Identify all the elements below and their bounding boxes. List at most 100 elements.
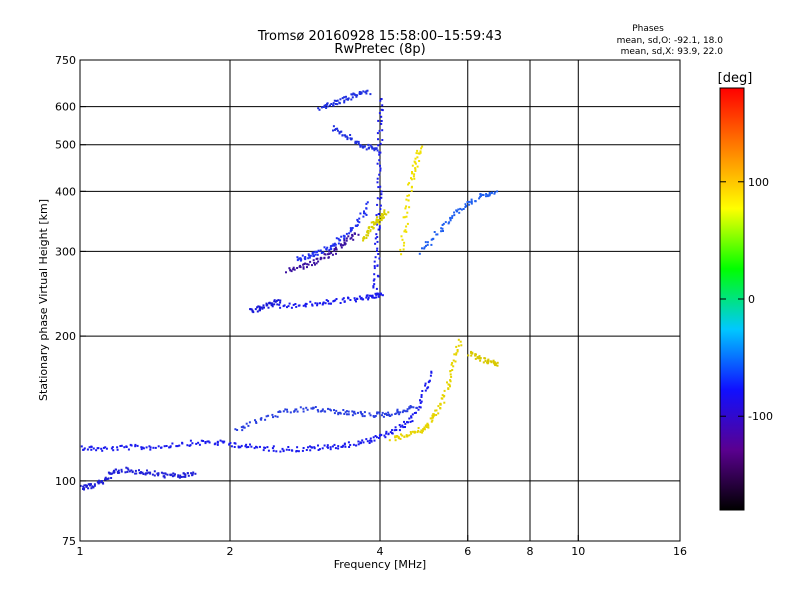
point <box>92 447 95 450</box>
point <box>204 442 207 445</box>
point <box>247 446 250 448</box>
point <box>100 480 103 482</box>
point <box>333 412 336 415</box>
x-tick-label: 1 <box>77 545 84 558</box>
point <box>332 104 335 107</box>
point <box>334 246 337 249</box>
point <box>402 409 405 412</box>
point <box>415 152 418 155</box>
point <box>355 444 358 447</box>
point <box>353 93 356 96</box>
point <box>332 125 335 128</box>
trace-f2-cusp <box>249 299 282 314</box>
point <box>467 354 470 357</box>
point <box>216 443 219 446</box>
point <box>342 244 344 247</box>
point <box>364 91 367 94</box>
point <box>325 107 328 109</box>
point <box>378 257 381 260</box>
point <box>262 304 265 307</box>
point <box>375 436 378 439</box>
point <box>245 443 248 446</box>
point <box>329 448 332 451</box>
point <box>479 357 482 360</box>
point <box>352 238 355 241</box>
point <box>464 206 467 208</box>
point <box>271 447 274 450</box>
point <box>394 413 397 415</box>
axes: 1 2 4 6 8 10 16 75 100 200 300 400 500 600 750 <box>55 54 687 558</box>
point <box>404 229 407 232</box>
point <box>236 429 239 431</box>
point <box>278 303 281 306</box>
point <box>299 406 302 409</box>
point <box>379 219 381 222</box>
point <box>462 208 465 210</box>
point <box>266 446 269 449</box>
point <box>496 364 499 367</box>
point <box>98 481 101 484</box>
point <box>406 435 409 437</box>
point <box>395 412 398 415</box>
point <box>359 410 362 413</box>
point <box>410 189 413 192</box>
point <box>402 244 405 247</box>
point <box>362 215 365 218</box>
point <box>449 219 452 222</box>
point <box>442 230 444 232</box>
point <box>493 362 496 365</box>
point <box>443 389 446 392</box>
point <box>419 406 422 409</box>
point <box>359 145 362 148</box>
point <box>271 413 274 416</box>
point <box>449 379 452 382</box>
point <box>317 410 320 413</box>
point <box>411 164 414 167</box>
point <box>156 472 159 475</box>
point <box>455 345 458 348</box>
point <box>377 228 380 231</box>
point <box>162 472 165 475</box>
point <box>424 424 427 427</box>
point <box>267 414 270 417</box>
point <box>367 298 370 301</box>
point <box>237 445 240 448</box>
point <box>304 262 307 265</box>
point <box>255 422 258 424</box>
point <box>408 417 411 420</box>
point <box>385 430 388 433</box>
trace-vertical-4-mhz <box>372 98 384 290</box>
point <box>339 244 342 247</box>
point <box>184 475 187 478</box>
point <box>405 225 408 228</box>
point <box>302 410 305 413</box>
point <box>441 224 444 226</box>
point <box>343 442 346 445</box>
point <box>326 444 329 447</box>
point <box>361 413 364 416</box>
point <box>379 433 382 436</box>
point <box>311 264 313 267</box>
point <box>335 298 338 300</box>
point <box>127 448 130 451</box>
point <box>367 232 370 235</box>
point <box>448 383 451 386</box>
point <box>390 413 393 416</box>
point <box>373 439 376 442</box>
point <box>410 415 413 418</box>
point <box>353 297 356 300</box>
point <box>297 450 300 453</box>
point <box>421 431 424 434</box>
point <box>319 302 321 305</box>
point <box>120 444 123 447</box>
point <box>470 202 473 205</box>
point <box>394 439 397 442</box>
point <box>128 470 131 473</box>
point <box>448 221 451 224</box>
point <box>276 303 279 306</box>
point <box>429 417 432 420</box>
point <box>451 369 454 371</box>
point <box>414 157 417 160</box>
point <box>153 470 156 473</box>
point <box>374 256 377 259</box>
